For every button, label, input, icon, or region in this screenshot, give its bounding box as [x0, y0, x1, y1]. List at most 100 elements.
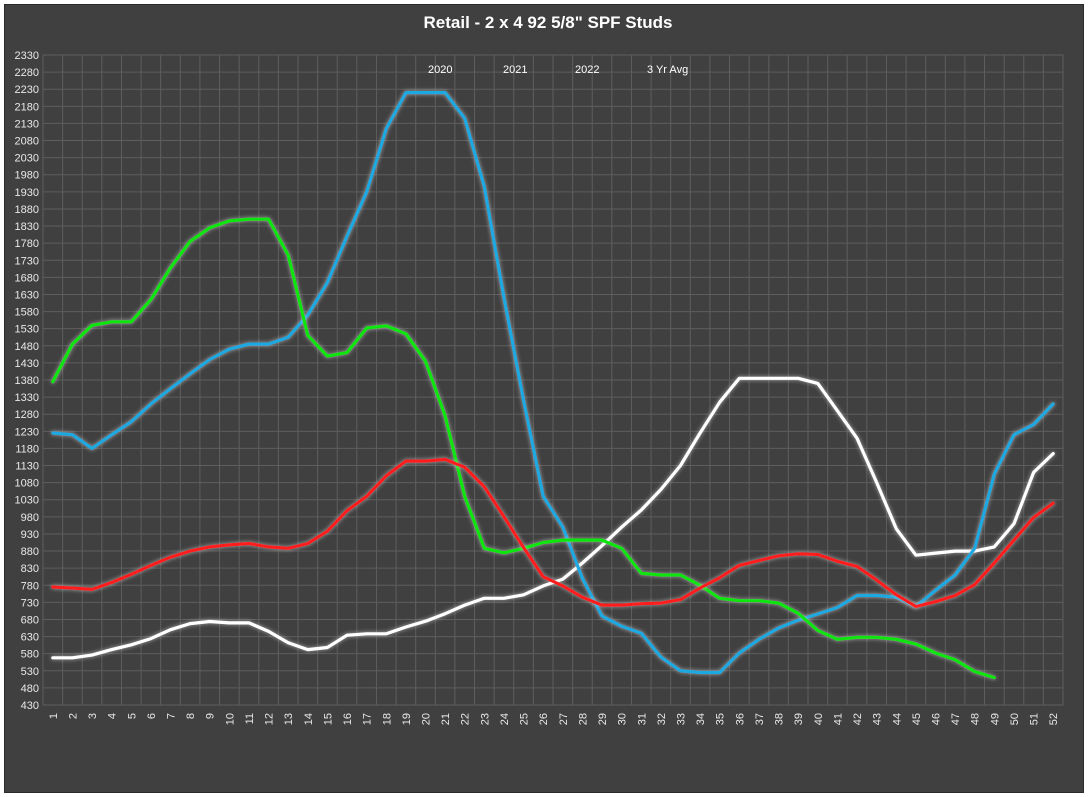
chart-frame: 430 480 530 580 630 680 730 780 830 880 930 980 1030…: [4, 4, 1084, 793]
x-tick-label: 9: [205, 713, 217, 719]
y-tick-label: 580: [21, 649, 39, 661]
x-tick-label: 39: [793, 713, 805, 725]
x-tick-label: 5: [126, 713, 138, 719]
x-tick-label: 43: [872, 713, 884, 725]
y-tick-label: 1980: [15, 170, 39, 182]
x-tick-label: 44: [891, 713, 903, 725]
x-tick-label: 27: [558, 713, 570, 725]
x-tick-label: 10: [224, 713, 236, 725]
y-tick-label: 680: [21, 614, 39, 626]
x-tick-label: 28: [577, 713, 589, 725]
y-tick-label: 2130: [15, 118, 39, 130]
x-tick-label: 35: [715, 713, 727, 725]
y-tick-label: 1330: [15, 392, 39, 404]
x-tick-label: 11: [244, 713, 256, 724]
y-tick-label: 1880: [15, 204, 39, 216]
y-tick-label: 1030: [15, 495, 39, 507]
x-tick-label: 24: [499, 713, 511, 725]
x-tick-label: 47: [950, 713, 962, 725]
y-tick-label: 530: [21, 666, 39, 678]
y-tick-label: 1780: [15, 238, 39, 250]
x-tick-label: 33: [676, 713, 688, 725]
x-tick-label: 22: [460, 713, 472, 725]
x-tick-label: 36: [734, 713, 746, 725]
y-tick-label: 2280: [15, 67, 39, 79]
x-tick-label: 50: [1009, 713, 1021, 725]
y-tick-label: 1830: [15, 221, 39, 233]
y-tick-label: 1280: [15, 409, 39, 421]
x-tick-label: 41: [832, 713, 844, 725]
y-tick-label: 1080: [15, 478, 39, 490]
x-tick-label: 7: [166, 713, 178, 719]
x-tick-label: 18: [381, 713, 393, 725]
legend-label: 2021: [503, 64, 527, 76]
x-tick-label: 29: [597, 713, 609, 725]
x-tick-label: 26: [538, 713, 550, 725]
x-tick-label: 1: [48, 713, 60, 719]
y-tick-label: 1480: [15, 341, 39, 353]
y-tick-label: 630: [21, 632, 39, 644]
y-tick-label: 1180: [15, 443, 39, 455]
x-tick-label: 12: [264, 713, 276, 725]
line-chart: 4304805305806306807307808308809309801030…: [15, 13, 1064, 725]
x-axis-ticks: 1 2 3 4 5 6 7 8 9 10 11 12 13 14 15 16 17 18 19 20 21 22 23 24 2…: [48, 713, 1060, 725]
x-tick-label: 48: [970, 713, 982, 725]
series-lines: [51, 91, 1055, 680]
y-tick-label: 1230: [15, 426, 39, 438]
y-tick-label: 1380: [15, 375, 39, 387]
legend-label: 2022: [575, 64, 599, 76]
x-tick-label: 37: [754, 713, 766, 725]
y-tick-label: 880: [21, 546, 39, 558]
y-tick-label: 2030: [15, 153, 39, 165]
y-tick-label: 780: [21, 580, 39, 592]
chart-title: Retail - 2 x 4 92 5/8" SPF Studs: [424, 13, 673, 32]
y-tick-label: 2080: [15, 136, 39, 148]
x-tick-label: 16: [342, 713, 354, 725]
x-tick-label: 17: [362, 713, 374, 725]
x-tick-label: 19: [401, 713, 413, 725]
y-tick-label: 930: [21, 529, 39, 541]
y-tick-label: 1630: [15, 289, 39, 301]
x-tick-label: 25: [519, 713, 531, 725]
x-tick-label: 51: [1029, 713, 1041, 725]
legend-label: 2020: [428, 64, 452, 76]
x-tick-label: 46: [931, 713, 943, 725]
x-tick-label: 3: [87, 713, 99, 719]
x-tick-label: 14: [303, 713, 315, 725]
y-tick-label: 2180: [15, 101, 39, 113]
y-tick-label: 2330: [15, 50, 39, 62]
x-tick-label: 2: [67, 713, 79, 719]
x-tick-label: 15: [322, 713, 334, 725]
x-tick-label: 30: [617, 713, 629, 725]
x-tick-label: 20: [421, 713, 433, 725]
x-tick-label: 45: [911, 713, 923, 725]
x-tick-label: 23: [479, 713, 491, 725]
y-tick-label: 1430: [15, 358, 39, 370]
x-tick-label: 32: [656, 713, 668, 725]
x-tick-label: 38: [774, 713, 786, 725]
x-tick-label: 13: [283, 713, 295, 725]
series-line-3-yr-avg: [51, 457, 1055, 609]
x-tick-label: 49: [989, 713, 1001, 725]
y-tick-label: 1530: [15, 324, 39, 336]
y-tick-label: 1680: [15, 272, 39, 284]
y-tick-label: 2230: [15, 84, 39, 96]
x-tick-label: 21: [440, 713, 452, 725]
x-tick-label: 31: [636, 713, 648, 725]
y-tick-label: 830: [21, 563, 39, 575]
y-tick-label: 730: [21, 597, 39, 609]
x-tick-label: 8: [185, 713, 197, 719]
x-tick-label: 52: [1048, 713, 1060, 725]
y-tick-label: 430: [21, 700, 39, 712]
y-tick-label: 1930: [15, 187, 39, 199]
y-tick-label: 1580: [15, 307, 39, 319]
legend: 2020 2021 2022 3 Yr Avg: [396, 64, 688, 76]
gridlines: [42, 54, 1064, 706]
y-tick-label: 480: [21, 683, 39, 695]
y-tick-label: 1730: [15, 255, 39, 267]
y-axis-ticks: 430 480 530 580 630 680 730 780 830 880 930 980 1030…: [15, 50, 39, 712]
y-tick-label: 980: [21, 512, 39, 524]
x-tick-label: 40: [813, 713, 825, 725]
legend-label: 3 Yr Avg: [647, 64, 688, 76]
x-tick-label: 6: [146, 713, 158, 719]
